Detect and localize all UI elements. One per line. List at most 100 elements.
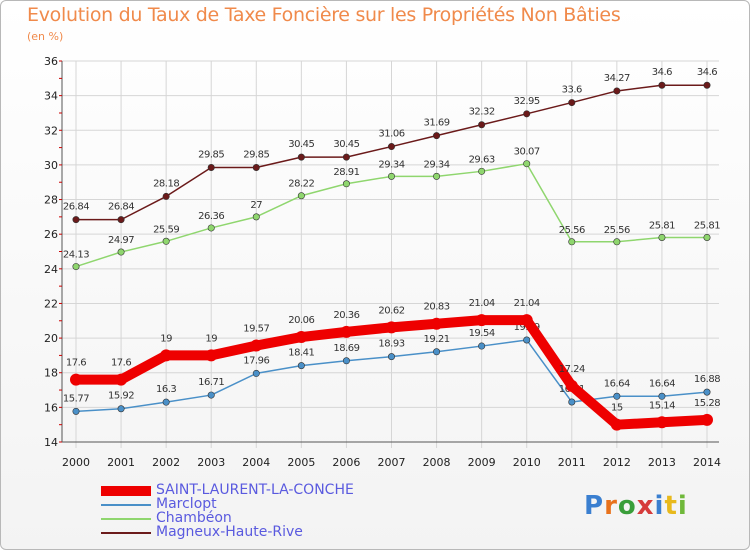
data-label-magneux-haute-rive: 29.85 [243,150,269,161]
data-label-marclopt: 16.64 [604,378,630,389]
data-point-chamb-on [72,263,80,271]
x-tick-label: 2010 [513,456,541,469]
data-point-magneux-haute-rive [207,164,215,172]
data-label-chamb-on: 24.13 [63,250,89,261]
data-point-chamb-on [703,233,711,241]
x-tick-label: 2013 [648,456,676,469]
data-point-magneux-haute-rive [703,81,711,89]
data-label-marclopt: 15.92 [108,391,134,402]
data-point-marclopt [252,369,260,377]
data-label-magneux-haute-rive: 26.84 [108,202,134,213]
data-label-chamb-on: 27 [250,200,262,211]
data-point-magneux-haute-rive [117,216,125,224]
data-point-magneux-haute-rive [387,143,395,151]
data-point-magneux-haute-rive [613,87,621,95]
data-label-saint-laurent-la-conche: 20.62 [378,305,404,316]
logo-letter: i [677,491,688,521]
data-label-chamb-on: 25.56 [559,225,585,236]
legend-label-saint-laurent: SAINT-LAURENT-LA-CONCHE [156,482,354,498]
data-point-saint-laurent-la-conche [205,349,218,362]
logo-letter: x [636,491,655,521]
legend-label-marclopt: Marclopt [156,496,217,512]
data-label-saint-laurent-la-conche: 15.28 [694,398,720,409]
data-point-chamb-on [523,160,531,168]
x-tick-label: 2006 [332,456,360,469]
legend-swatch-saint-laurent [101,486,151,496]
data-label-saint-laurent-la-conche: 17.24 [559,364,585,375]
data-point-magneux-haute-rive [252,164,260,172]
y-tick-label: 22 [44,297,58,310]
data-label-saint-laurent-la-conche: 19 [160,333,172,344]
proxiti-logo: Proxiti [584,491,688,521]
data-label-magneux-haute-rive: 34.27 [604,73,630,84]
data-point-chamb-on [387,172,395,180]
data-point-saint-laurent-la-conche [430,317,443,330]
data-point-marclopt [207,391,215,399]
data-point-saint-laurent-la-conche [160,349,173,362]
x-tick-label: 2004 [242,456,270,469]
data-point-saint-laurent-la-conche [115,373,128,386]
data-point-chamb-on [613,238,621,246]
data-point-saint-laurent-la-conche [70,373,82,386]
data-label-saint-laurent-la-conche: 20.83 [424,302,450,313]
data-point-saint-laurent-la-conche [565,379,578,392]
legend-label-chambeon: Chambéon [156,510,232,526]
data-point-saint-laurent-la-conche [610,418,623,431]
y-tick-label: 20 [44,332,58,345]
data-point-magneux-haute-rive [72,216,80,224]
data-label-magneux-haute-rive: 32.95 [514,96,540,107]
logo-letter: o [617,491,637,521]
logo-letter: r [604,491,618,521]
data-point-chamb-on [117,248,125,256]
data-point-saint-laurent-la-conche [520,314,533,327]
data-label-chamb-on: 28.22 [288,179,314,190]
data-label-marclopt: 19.21 [424,334,450,345]
data-label-chamb-on: 25.81 [694,220,720,231]
data-label-marclopt: 17.96 [243,355,269,366]
data-label-magneux-haute-rive: 30.45 [333,139,359,150]
data-label-magneux-haute-rive: 28.18 [153,178,179,189]
data-label-marclopt: 16.71 [198,377,224,388]
legend-swatch-marclopt [101,504,151,506]
data-point-chamb-on [342,180,350,188]
y-tick-label: 16 [44,401,58,414]
data-point-marclopt [117,405,125,413]
data-point-chamb-on [478,167,486,175]
y-tick-label: 26 [44,228,58,241]
legend-swatch-chambeon [101,518,151,520]
data-label-marclopt: 18.93 [378,339,404,350]
data-point-saint-laurent-la-conche [701,413,713,426]
data-label-saint-laurent-la-conche: 19 [205,333,217,344]
data-point-marclopt [162,398,170,406]
data-point-saint-laurent-la-conche [475,314,488,327]
data-label-magneux-haute-rive: 29.85 [198,150,224,161]
data-label-chamb-on: 25.56 [604,225,630,236]
y-tick-label: 18 [44,367,58,380]
data-point-marclopt [72,407,80,415]
y-tick-label: 32 [44,124,58,137]
data-label-marclopt: 19.54 [469,328,495,339]
data-label-marclopt: 15.77 [63,393,89,404]
y-axis-unit-label: (en %) [27,30,64,43]
x-tick-label: 2005 [287,456,315,469]
data-label-chamb-on: 30.07 [514,147,540,158]
data-point-magneux-haute-rive [523,110,531,118]
data-point-marclopt [568,398,576,406]
data-label-magneux-haute-rive: 33.6 [562,85,582,96]
data-point-chamb-on [162,237,170,245]
data-label-marclopt: 16.88 [694,374,720,385]
data-label-chamb-on: 29.63 [469,154,495,165]
data-point-marclopt [703,388,711,396]
data-label-chamb-on: 25.81 [649,220,675,231]
data-point-chamb-on [433,172,441,180]
data-label-magneux-haute-rive: 31.69 [424,118,450,129]
data-point-magneux-haute-rive [658,81,666,89]
data-point-magneux-haute-rive [568,99,576,107]
data-label-chamb-on: 29.34 [378,159,404,170]
x-tick-label: 2000 [62,456,90,469]
data-label-saint-laurent-la-conche: 17.6 [111,358,131,369]
chart-title: Evolution du Taux de Taxe Foncière sur l… [27,4,621,26]
data-point-marclopt [387,353,395,361]
data-point-saint-laurent-la-conche [295,331,308,344]
